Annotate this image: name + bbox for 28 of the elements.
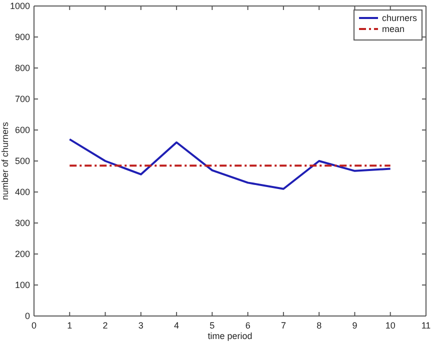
x-tick-label: 11 [421,320,431,330]
y-tick-label: 1000 [10,0,30,11]
y-tick-label: 500 [14,156,30,166]
y-tick-label: 300 [14,218,30,228]
legend-label: mean [382,24,405,34]
y-axis-title: number of churners [0,121,10,200]
x-tick-label: 9 [352,320,358,330]
x-tick-label: 5 [210,320,215,330]
y-tick-label: 100 [14,280,30,290]
x-tick-label: 8 [316,320,322,330]
x-tick-label: 2 [102,320,108,330]
y-tick-label: 600 [14,124,30,135]
x-tick-label: 0 [31,320,37,330]
y-tick-label: 900 [14,32,30,42]
legend-label: churners [382,13,418,23]
x-tick-label: 3 [138,320,144,330]
x-tick-label: 7 [280,320,286,330]
y-tick-label: 700 [14,94,30,104]
x-tick-label: 10 [385,320,396,330]
x-tick-label: 4 [174,320,180,330]
x-tick-label: 6 [245,320,250,330]
y-tick-label: 200 [14,248,30,259]
y-tick-label: 800 [14,62,30,73]
x-axis-title: time period [208,331,252,341]
line-series [68,138,392,190]
x-tick-label: 1 [67,320,72,330]
y-tick-label: 400 [14,186,30,197]
y-tick-label: 0 [24,310,30,321]
